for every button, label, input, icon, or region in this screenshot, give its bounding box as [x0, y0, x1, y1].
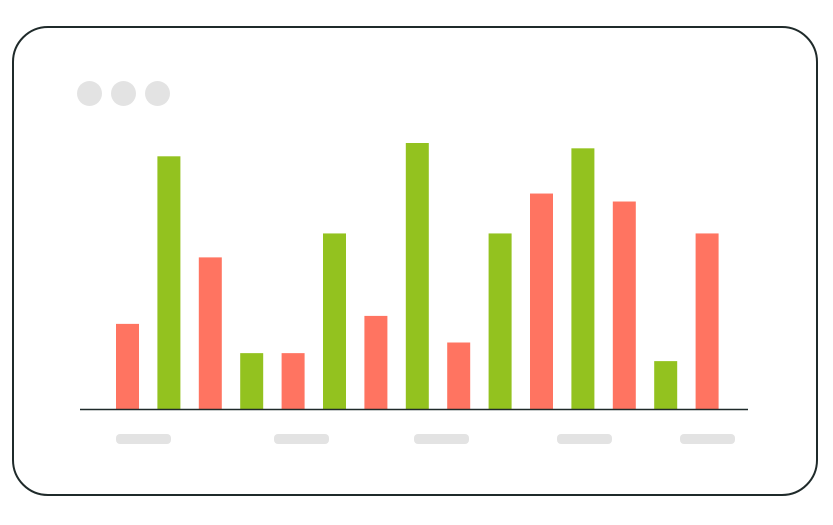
x-tick-label-placeholder — [274, 434, 329, 444]
window-dot-icon — [145, 81, 170, 106]
bar — [157, 156, 181, 409]
bar — [281, 353, 305, 409]
bar — [654, 361, 678, 409]
bar — [695, 233, 719, 409]
bar — [116, 323, 139, 409]
bar — [405, 143, 429, 409]
bar — [488, 233, 512, 409]
bar — [571, 148, 595, 409]
x-tick-label-placeholder — [116, 434, 171, 444]
bar — [530, 193, 553, 409]
x-tick-label-placeholder — [414, 434, 469, 444]
window-dot-icon — [111, 81, 136, 106]
bar — [323, 233, 346, 409]
window-dot-icon — [77, 81, 102, 106]
x-tick-label-placeholder — [557, 434, 612, 444]
bar — [240, 353, 264, 409]
bar — [612, 201, 636, 409]
x-tick-label-placeholder — [680, 434, 735, 444]
bar — [447, 342, 471, 409]
bar — [364, 315, 388, 409]
bar — [198, 257, 222, 409]
